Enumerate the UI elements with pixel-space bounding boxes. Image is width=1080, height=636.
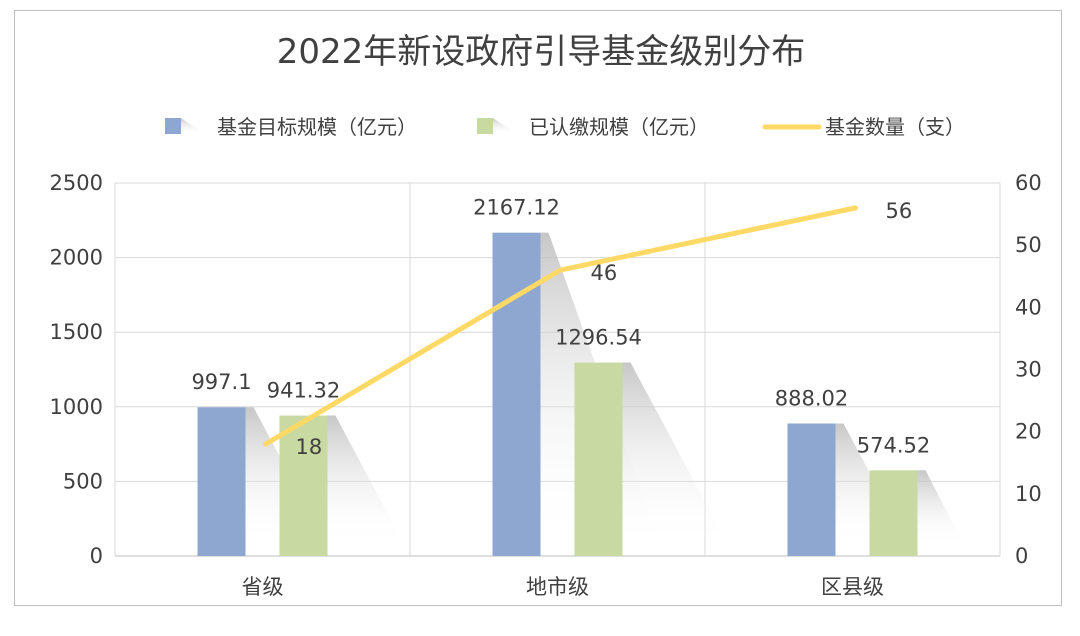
line-data-label: 46 (591, 261, 618, 285)
right-tick-label: 30 (1015, 358, 1042, 382)
chart-svg: 2022年新设政府引导基金级别分布 基金目标规模（亿元） 已认缴规模（亿元） 基金数… (50, 32, 1042, 599)
bar (869, 470, 918, 556)
legend-label: 已认缴规模（亿元） (529, 115, 709, 139)
data-labels: 997.1 2167.12 888.02 941.32 1296.54 574.52 18 4… (191, 196, 930, 459)
bar (574, 362, 623, 556)
bars (197, 232, 918, 556)
left-tick-label: 2000 (50, 246, 103, 270)
right-tick-label: 20 (1015, 420, 1042, 444)
left-tick-label: 0 (90, 544, 103, 568)
line-data-label: 56 (886, 199, 913, 223)
chart-title: 2022年新设政府引导基金级别分布 (277, 32, 806, 72)
bar-shadow (622, 362, 729, 546)
chart-frame: 2022年新设政府引导基金级别分布 基金目标规模（亿元） 已认缴规模（亿元） 基金数… (14, 10, 1062, 606)
bar-shadow (917, 470, 965, 546)
data-label: 997.1 (191, 370, 251, 394)
right-tick-label: 40 (1015, 295, 1042, 319)
data-label: 941.32 (267, 379, 340, 403)
right-tick-label: 10 (1015, 482, 1042, 506)
category-axis: 省级 地市级 区县级 (242, 575, 885, 599)
category-label: 区县级 (821, 575, 884, 599)
right-tick-label: 0 (1015, 544, 1028, 568)
bar (787, 423, 836, 556)
legend-swatch (477, 118, 493, 134)
bar (279, 415, 328, 556)
line-series (263, 205, 858, 447)
legend-label: 基金目标规模（亿元） (217, 115, 417, 139)
line-data-label: 18 (296, 435, 323, 459)
category-label: 地市级 (526, 575, 589, 599)
line-path (263, 205, 858, 447)
bar-shadow (327, 415, 405, 546)
data-label: 2167.12 (473, 196, 560, 220)
right-axis: 0 10 20 30 40 50 60 (1015, 171, 1042, 568)
right-tick-label: 50 (1015, 233, 1042, 257)
data-label: 1296.54 (555, 326, 642, 350)
data-label: 574.52 (857, 433, 930, 457)
legend-swatch (165, 118, 181, 134)
right-tick-label: 60 (1015, 171, 1042, 195)
data-label: 888.02 (775, 387, 848, 411)
legend-label: 基金数量（支） (825, 115, 965, 139)
left-tick-label: 1500 (50, 320, 103, 344)
left-tick-label: 500 (63, 469, 103, 493)
legend-swatch-shadow (181, 118, 205, 134)
legend: 基金目标规模（亿元） 已认缴规模（亿元） 基金数量（支） (165, 115, 965, 139)
bar (197, 407, 246, 556)
legend-swatch-shadow (493, 118, 517, 134)
left-tick-label: 1000 (50, 395, 103, 419)
category-label: 省级 (242, 575, 284, 599)
left-axis: 0 500 1000 1500 2000 2500 (50, 171, 103, 568)
left-tick-label: 2500 (50, 171, 103, 195)
bar (492, 232, 541, 556)
